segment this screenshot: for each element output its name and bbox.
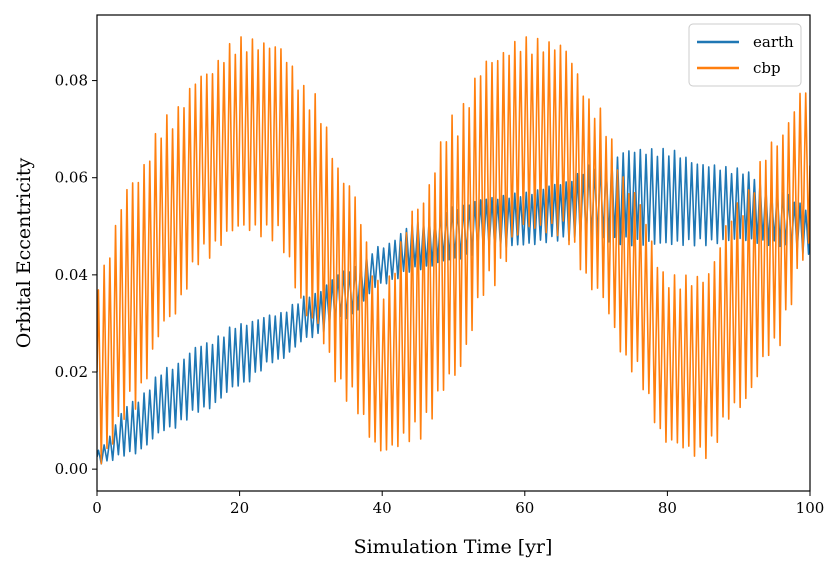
x-tick-label: 80	[658, 499, 677, 517]
x-tick-label: 40	[373, 499, 392, 517]
x-tick-label: 0	[92, 499, 102, 517]
series-layer	[97, 36, 810, 465]
legend: earth cbp	[688, 23, 802, 87]
x-tick-label: 60	[515, 499, 534, 517]
legend-box	[688, 23, 802, 87]
y-axis-label: Orbital Eccentricity	[13, 157, 35, 348]
y-axis: 0.00 0.02 0.04 0.06 0.08	[55, 72, 97, 478]
legend-label-cbp: cbp	[753, 59, 781, 77]
y-tick-label: 0.08	[55, 72, 88, 90]
x-axis-label: Simulation Time [yr]	[354, 536, 553, 558]
y-tick-label: 0.04	[55, 266, 88, 284]
y-tick-label: 0.06	[55, 169, 88, 187]
y-tick-label: 0.02	[55, 363, 88, 381]
series-line-cbp	[97, 36, 810, 465]
plot-frame	[96, 14, 811, 492]
legend-label-earth: earth	[753, 33, 794, 51]
x-axis: 0 20 40 60 80 100	[92, 491, 824, 517]
x-tick-label: 20	[230, 499, 249, 517]
x-tick-label: 100	[796, 499, 825, 517]
y-tick-label: 0.00	[55, 460, 88, 478]
